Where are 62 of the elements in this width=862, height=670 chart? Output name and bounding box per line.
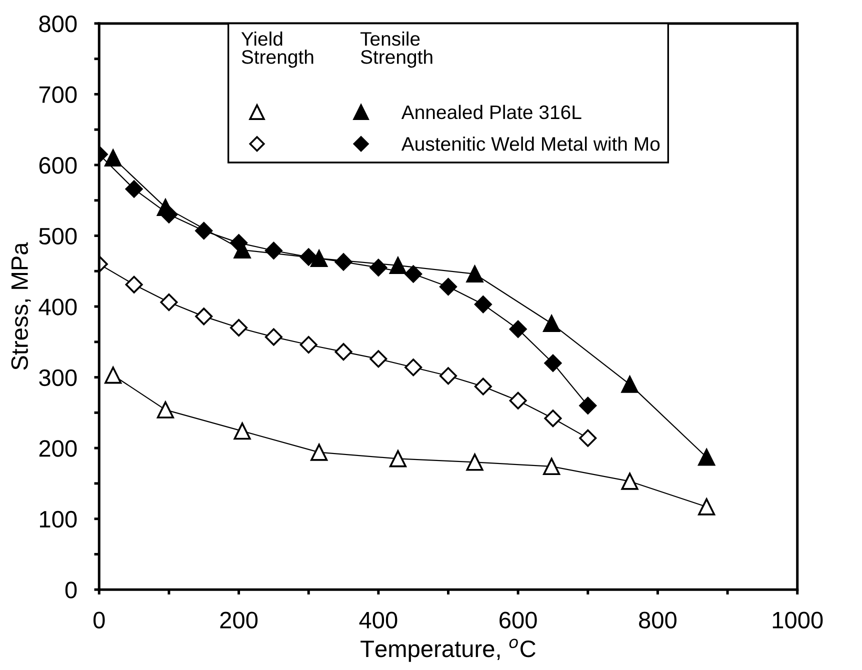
point <box>104 366 122 384</box>
point <box>195 222 213 240</box>
annotation: Yield Strength <box>241 31 314 68</box>
point <box>544 410 562 428</box>
point <box>264 242 282 260</box>
point <box>389 256 407 274</box>
point <box>698 498 716 516</box>
point <box>579 396 597 414</box>
point <box>370 350 388 368</box>
x-tick-label: 1000 <box>772 612 823 628</box>
point <box>474 378 492 396</box>
x-axis-title: Temperature, $^{o}$C <box>360 638 536 662</box>
point <box>310 250 328 267</box>
point <box>334 343 352 361</box>
x-tick-label: 600 <box>500 612 537 628</box>
y-tick-label: 100 <box>40 510 77 528</box>
point <box>439 278 457 296</box>
y-tick-label: 500 <box>39 228 77 245</box>
point <box>234 422 251 440</box>
point <box>156 401 174 418</box>
y-tick-label: 800 <box>39 16 77 32</box>
point <box>621 472 638 490</box>
point <box>310 444 328 461</box>
point <box>389 450 407 468</box>
y-tick-label: 600 <box>39 157 77 174</box>
x-tick-label: 0 <box>93 612 105 628</box>
x-tick-label: 800 <box>639 612 676 628</box>
point <box>439 367 457 385</box>
point <box>404 358 422 376</box>
y-tick-label: 200 <box>39 440 77 457</box>
point <box>474 296 492 314</box>
point <box>125 180 143 198</box>
point <box>264 328 282 346</box>
annotation: Tensile Strength <box>360 31 432 68</box>
x-tick-label: 200 <box>220 612 258 628</box>
point <box>404 265 422 283</box>
legend-label: Annealed Plate 316L <box>401 104 582 120</box>
point <box>160 294 178 312</box>
point <box>698 448 716 466</box>
point <box>543 314 560 332</box>
x-tick-label: 400 <box>359 612 398 628</box>
point <box>104 149 122 166</box>
legend-label: Austenitic Weld Metal with Mo <box>401 136 660 151</box>
point <box>509 320 527 338</box>
y-tick-label: 400 <box>38 298 77 316</box>
y-tick-label: 700 <box>39 86 77 104</box>
y-axis-title: Stress, MPa <box>11 242 31 370</box>
point <box>195 308 213 326</box>
point <box>300 336 318 354</box>
point <box>370 258 388 276</box>
point <box>621 376 638 393</box>
point <box>544 354 562 372</box>
point <box>509 392 527 410</box>
point <box>466 454 484 471</box>
point <box>579 429 597 447</box>
y-tick-label: 0 <box>65 582 77 598</box>
point <box>125 276 143 294</box>
point <box>334 253 352 271</box>
point <box>230 318 248 337</box>
y-tick-label: 300 <box>39 369 77 386</box>
point <box>543 458 560 476</box>
point <box>466 265 484 283</box>
